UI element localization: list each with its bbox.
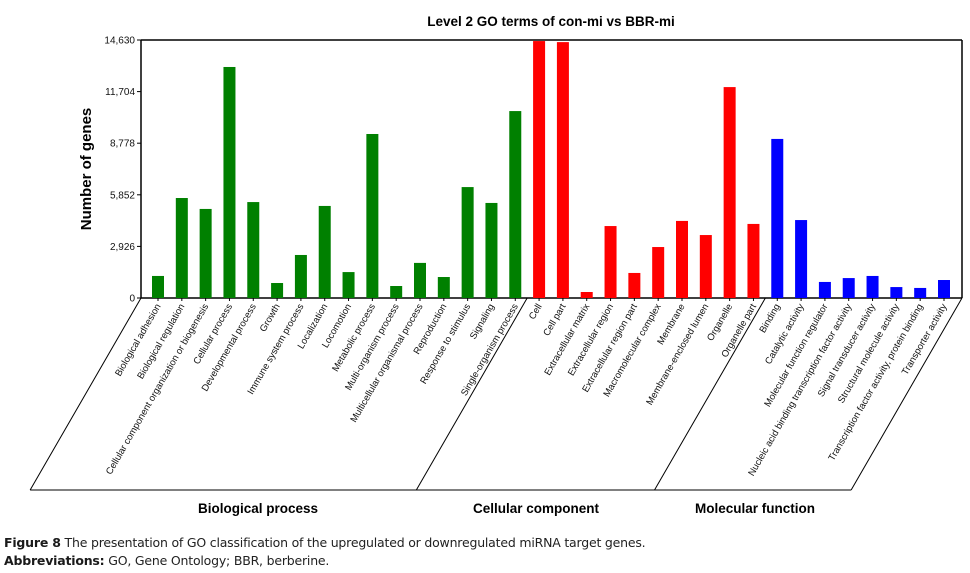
bar xyxy=(223,66,236,299)
bar xyxy=(509,111,522,299)
bar xyxy=(414,262,426,298)
bar xyxy=(890,287,903,298)
bar xyxy=(461,187,474,298)
bar xyxy=(342,272,355,298)
bar xyxy=(556,42,569,299)
bar xyxy=(818,281,831,298)
bar xyxy=(842,278,855,298)
bar xyxy=(318,205,331,298)
bar xyxy=(914,287,927,298)
bar xyxy=(795,220,808,298)
group-label: Molecular function xyxy=(695,501,815,516)
bracket-left-edge xyxy=(29,297,142,491)
figure-caption: Figure 8 The presentation of GO classifi… xyxy=(4,535,646,550)
group-divider xyxy=(654,297,766,491)
group-label: Cellular component xyxy=(473,501,600,516)
bar xyxy=(533,41,546,298)
bar xyxy=(676,220,688,298)
bar xyxy=(390,286,403,298)
x-tick-label: Binding xyxy=(757,302,782,335)
bar xyxy=(652,247,665,298)
y-axis-label: Number of genes xyxy=(78,108,95,231)
chart-title: Level 2 GO terms of con-mi vs BBR-mi xyxy=(427,14,675,29)
figure-text: The presentation of GO classification of… xyxy=(60,535,646,550)
bar xyxy=(199,208,212,298)
go-bar-chart: Level 2 GO terms of con-mi vs BBR-mi Num… xyxy=(29,14,963,516)
group-label: Biological process xyxy=(198,501,318,516)
abbreviations-text: GO, Gene Ontology; BBR, berberine. xyxy=(104,553,330,568)
y-tick-label: 5,852 xyxy=(110,190,135,201)
bar xyxy=(294,254,307,298)
bar xyxy=(485,202,498,298)
bar xyxy=(771,138,784,298)
bar xyxy=(175,198,188,298)
bar xyxy=(247,202,260,298)
x-tick-label: Transporter activity xyxy=(900,302,950,377)
bar xyxy=(437,277,450,298)
bracket-right-edge xyxy=(850,297,963,491)
y-tick-label: 8,778 xyxy=(110,139,135,150)
bar xyxy=(628,272,641,298)
bar xyxy=(699,235,712,298)
bar xyxy=(152,275,164,298)
x-tick-label: Cellular component organization or bioge… xyxy=(104,302,211,477)
bar xyxy=(866,275,879,298)
bar xyxy=(938,280,950,298)
y-tick-label: 11,704 xyxy=(105,87,135,98)
figure-label: Figure 8 xyxy=(4,535,61,550)
bar xyxy=(723,87,736,298)
bar xyxy=(747,223,760,298)
x-tick-label: Cell xyxy=(527,302,545,322)
bar xyxy=(271,283,284,298)
bar xyxy=(604,226,617,298)
group-divider xyxy=(415,297,528,491)
bar xyxy=(580,292,593,298)
y-tick-label: 14,630 xyxy=(104,36,135,47)
x-tick-label: Growth xyxy=(258,302,283,334)
y-tick-label: 0 xyxy=(129,294,135,305)
y-tick-label: 2,926 xyxy=(110,242,135,253)
bar xyxy=(366,133,379,298)
abbreviations: Abbreviations: GO, Gene Ontology; BBR, b… xyxy=(4,553,329,568)
abbreviations-label: Abbreviations: xyxy=(4,553,105,568)
